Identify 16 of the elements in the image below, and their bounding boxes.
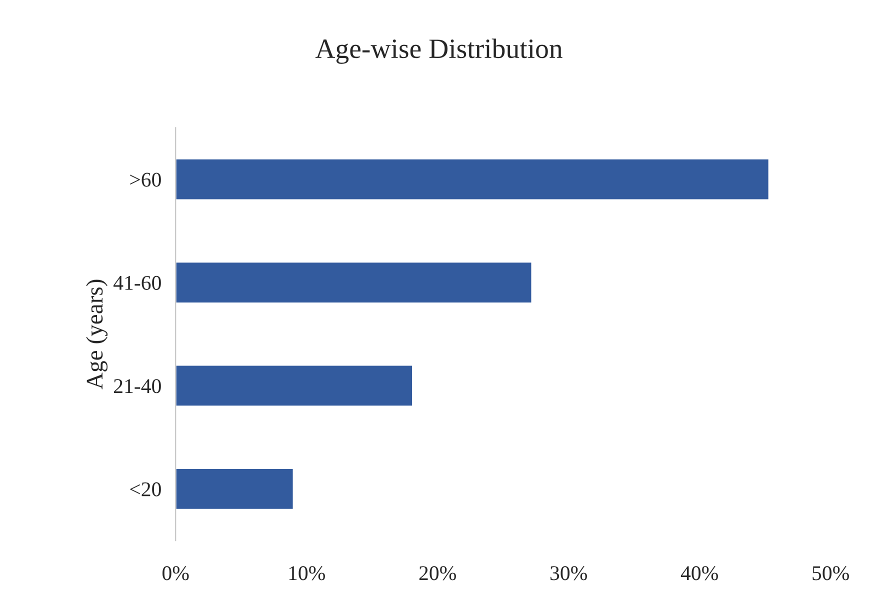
chart-title: Age-wise Distribution xyxy=(315,38,562,64)
bar xyxy=(176,158,770,201)
y-axis-title: Age (years) xyxy=(86,280,108,390)
x-tick-label: 40% xyxy=(680,566,718,580)
x-tick-label: 50% xyxy=(812,566,849,580)
y-tick-label: 21-40 xyxy=(114,379,161,394)
y-tick-label: >60 xyxy=(130,172,161,187)
bar xyxy=(176,261,533,304)
x-tick-label: 20% xyxy=(419,566,456,580)
x-tick-label: 0% xyxy=(162,566,189,580)
x-tick-label: 10% xyxy=(289,566,325,580)
x-tick-label: 30% xyxy=(550,566,587,580)
bar xyxy=(176,364,414,408)
bar xyxy=(176,468,294,510)
y-tick-label: <20 xyxy=(130,482,161,496)
y-tick-label: 41-60 xyxy=(114,276,161,290)
